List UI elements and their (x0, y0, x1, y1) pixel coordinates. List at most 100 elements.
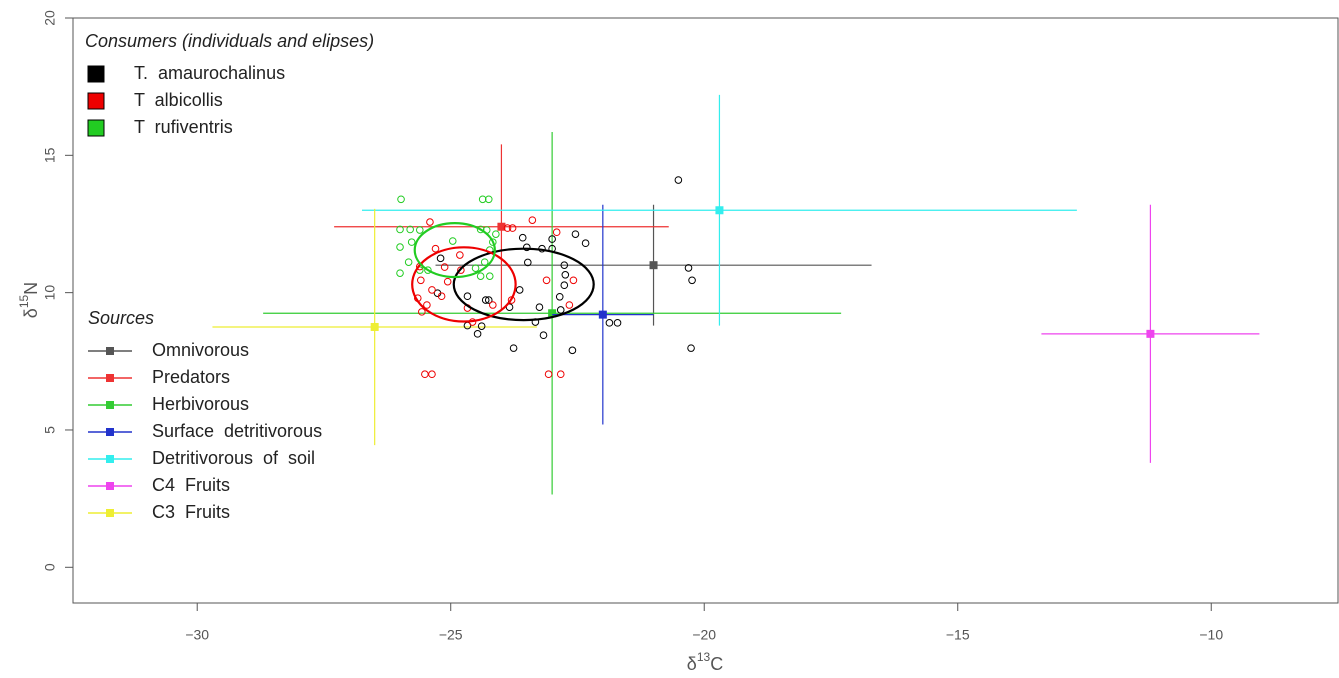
source-mean (1146, 329, 1155, 338)
x-tick-label: −20 (692, 627, 716, 643)
source-mean (715, 206, 724, 215)
consumer-point (613, 319, 622, 327)
consumer-point (478, 195, 487, 204)
consumer-point (415, 226, 424, 234)
consumer-point (568, 346, 577, 355)
consumer-point (421, 370, 429, 379)
consumer-point (423, 301, 431, 309)
consumer-point (523, 258, 532, 267)
consumer-point (542, 276, 551, 285)
source-mean (649, 261, 658, 270)
consumer-point (688, 276, 696, 285)
consumer-point (428, 286, 436, 294)
consumer-point (518, 233, 527, 242)
y-tick-label: 15 (42, 147, 58, 163)
consumer-point (417, 276, 425, 285)
y-tick-label: 10 (42, 285, 58, 301)
legend-label: Herbivorous (152, 394, 249, 414)
legend-label: Omnivorous (152, 340, 249, 360)
consumer-point (440, 263, 449, 271)
consumer-point (407, 238, 416, 246)
consumer-point (477, 322, 486, 330)
consumer-point (404, 258, 413, 266)
legend-label: Predators (152, 367, 230, 387)
consumer-point (396, 269, 404, 277)
x-label-superscript: 13 (697, 650, 711, 664)
legend-swatch (87, 65, 105, 83)
legend-label: T albicollis (134, 90, 223, 110)
legend-swatch (106, 482, 114, 490)
consumer-point (471, 264, 480, 273)
x-tick-label: −30 (185, 627, 209, 643)
consumer-point (397, 195, 405, 204)
legend-swatch (106, 401, 114, 409)
consumer-point (561, 270, 570, 279)
legend-label: T. amaurochalinus (134, 63, 285, 83)
consumer-point (456, 251, 464, 259)
consumer-point (448, 237, 457, 245)
consumer-point (674, 176, 683, 184)
y-label-symbol: δ (21, 308, 41, 318)
consumer-point (507, 296, 516, 304)
legend-label: T rufiventris (134, 117, 233, 137)
consumer-point (508, 224, 517, 232)
consumer-point (473, 330, 482, 338)
plot-area (212, 94, 1260, 495)
y-tick-label: 20 (42, 10, 58, 26)
legend-swatch (87, 92, 105, 110)
consumer-point (489, 301, 497, 309)
legend-label: Detritivorous of soil (152, 448, 315, 468)
consumer-point (556, 306, 565, 314)
consumer-point (687, 344, 695, 352)
niche-ellipse (452, 247, 595, 322)
consumer-point (684, 264, 693, 272)
consumer-point (476, 272, 485, 280)
source-mean (548, 309, 557, 318)
legend: Consumers (individuals and elipses) T. am… (85, 31, 374, 522)
consumer-point (484, 296, 493, 304)
x-tick-label: −15 (946, 627, 970, 643)
consumer-point (431, 244, 440, 253)
niche-ellipse (411, 246, 517, 323)
consumer-point (396, 225, 404, 234)
x-label-symbol: δ (687, 654, 697, 674)
source-mean (598, 310, 607, 319)
consumer-point (556, 370, 565, 379)
y-label-superscript: 15 (17, 294, 31, 308)
legend-swatch (106, 347, 114, 355)
source-mean (370, 322, 379, 331)
consumer-point (484, 195, 493, 204)
niche-ellipse (413, 222, 496, 279)
consumer-point (463, 292, 472, 301)
consumer-point (424, 266, 432, 274)
consumer-point (437, 292, 446, 301)
consumer-point (406, 225, 414, 234)
legend-label: C3 Fruits (152, 502, 230, 522)
legend-swatch (106, 428, 114, 436)
consumer-point (418, 308, 426, 316)
x-tick-label: −10 (1199, 627, 1223, 643)
plot-frame (72, 17, 1339, 604)
legend-swatch (106, 374, 114, 382)
consumer-point (605, 319, 614, 327)
legend-swatch (87, 119, 105, 137)
consumer-point (396, 243, 404, 251)
consumer-point (548, 235, 556, 243)
consumer-point (515, 286, 524, 294)
x-tick-label: −25 (439, 627, 463, 643)
consumer-point (571, 230, 580, 238)
legend-title: Consumers (individuals and elipses) (85, 31, 374, 51)
x-axis-label: δ13C (687, 650, 723, 674)
consumer-point (489, 238, 497, 246)
consumer-point (426, 218, 434, 226)
legend-label: C4 Fruits (152, 475, 230, 495)
legend-swatch (106, 455, 114, 463)
legend-swatch (106, 509, 114, 517)
consumer-point (492, 230, 500, 238)
consumer-point (539, 331, 548, 340)
consumer-point (503, 224, 512, 232)
source-mean (497, 222, 506, 231)
legend-title: Sources (88, 308, 154, 328)
consumer-point (581, 239, 590, 248)
